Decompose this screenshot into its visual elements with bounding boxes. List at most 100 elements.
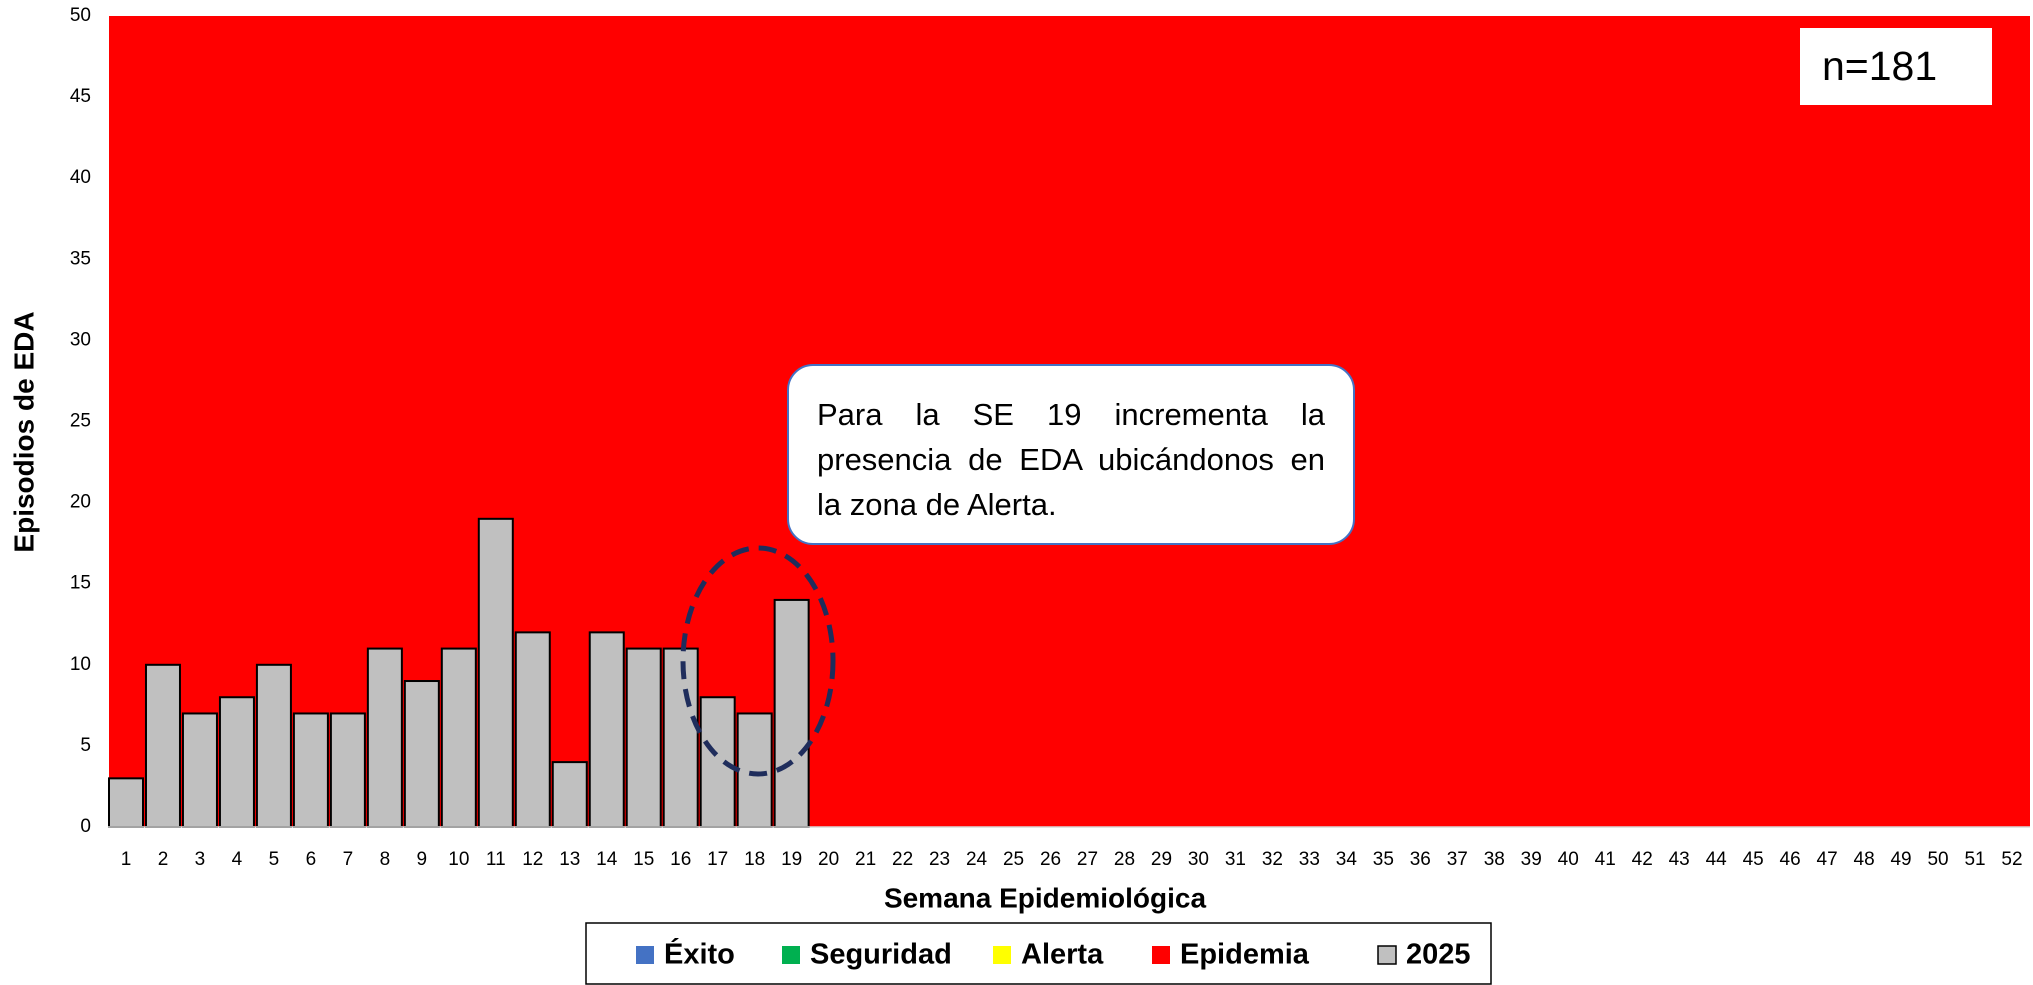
x-tick-label: 45 xyxy=(1743,849,1764,870)
x-axis-title: Semana Epidemiológica xyxy=(884,882,1207,913)
bar xyxy=(625,647,662,829)
y-axis-title: Episodios de EDA xyxy=(8,311,39,552)
x-tick-label: 6 xyxy=(306,849,317,870)
x-tick-label: 13 xyxy=(559,849,580,870)
x-tick-label: 17 xyxy=(707,849,728,870)
x-tick-label: 4 xyxy=(232,849,243,870)
bar xyxy=(366,647,403,829)
bar xyxy=(440,647,477,829)
bar xyxy=(292,712,329,829)
x-tick-label: 15 xyxy=(633,849,654,870)
x-tick-label: 49 xyxy=(1890,849,1911,870)
bar xyxy=(144,663,181,828)
y-tick-label: 50 xyxy=(70,5,91,26)
x-tick-label: 41 xyxy=(1595,849,1616,870)
x-tick-label: 5 xyxy=(269,849,280,870)
callout: Para la SE 19 incrementa la presencia de… xyxy=(787,364,1355,545)
bar xyxy=(403,680,440,829)
x-tick-label: 27 xyxy=(1077,849,1098,870)
legend-swatch xyxy=(636,946,654,964)
y-tick-label: 35 xyxy=(70,248,91,269)
bar xyxy=(588,631,625,828)
bar xyxy=(218,696,255,828)
x-tick-label: 18 xyxy=(744,849,765,870)
x-tick-label: 48 xyxy=(1854,849,1875,870)
bar xyxy=(736,712,773,829)
x-tick-label: 39 xyxy=(1521,849,1542,870)
y-tick-label: 25 xyxy=(70,411,91,432)
y-tick-label: 30 xyxy=(70,329,91,350)
bar xyxy=(514,631,551,828)
x-tick-label: 21 xyxy=(855,849,876,870)
x-tick-label: 7 xyxy=(343,849,354,870)
x-tick-label: 28 xyxy=(1114,849,1135,870)
legend-swatch xyxy=(993,946,1011,964)
x-tick-label: 44 xyxy=(1706,849,1728,870)
legend-label: Seguridad xyxy=(810,939,952,971)
x-tick-label: 1 xyxy=(121,849,132,870)
x-tick-label: 30 xyxy=(1188,849,1209,870)
bar xyxy=(329,712,366,829)
x-tick-label: 32 xyxy=(1262,849,1283,870)
x-tick-label: 11 xyxy=(486,849,506,870)
x-tick-label: 24 xyxy=(966,849,988,870)
x-tick-label: 52 xyxy=(2001,849,2022,870)
legend-label: Epidemia xyxy=(1180,939,1310,971)
y-tick-label: 45 xyxy=(70,86,91,107)
legend-swatch xyxy=(1152,946,1170,964)
x-tick-label: 40 xyxy=(1558,849,1579,870)
legend-label: Alerta xyxy=(1021,939,1104,971)
x-tick-label: 51 xyxy=(1964,849,1985,870)
x-tick-label: 19 xyxy=(781,849,802,870)
x-tick-label: 14 xyxy=(596,849,618,870)
x-tick-label: 16 xyxy=(670,849,691,870)
x-tick-label: 22 xyxy=(892,849,913,870)
bar xyxy=(181,712,218,829)
y-tick-label: 40 xyxy=(70,167,91,188)
y-tick-label: 0 xyxy=(80,816,91,837)
x-tick-label: 3 xyxy=(195,849,206,870)
bar xyxy=(699,696,736,828)
x-tick-label: 38 xyxy=(1484,849,1505,870)
legend-swatch xyxy=(782,946,800,964)
y-tick-label: 20 xyxy=(70,492,91,513)
bar xyxy=(255,663,292,828)
x-tick-label: 12 xyxy=(522,849,543,870)
bar xyxy=(551,761,588,828)
x-tick-label: 9 xyxy=(417,849,428,870)
n-label: n=181 xyxy=(1800,28,1992,105)
legend-swatch xyxy=(1377,945,1397,965)
bar xyxy=(773,598,810,828)
x-tick-label: 37 xyxy=(1447,849,1468,870)
legend: Éxito Seguridad Alerta Epidemia 2025 xyxy=(636,937,1471,971)
x-tick-label: 35 xyxy=(1373,849,1394,870)
x-tick-label: 43 xyxy=(1669,849,1690,870)
x-tick-label: 2 xyxy=(158,849,169,870)
legend-label: Éxito xyxy=(664,937,735,971)
x-tick-label: 23 xyxy=(929,849,950,870)
y-tick-label: 5 xyxy=(80,735,91,756)
x-tick-label: 42 xyxy=(1632,849,1653,870)
x-tick-label: 26 xyxy=(1040,849,1061,870)
bar xyxy=(662,647,699,829)
y-tick-label: 15 xyxy=(70,573,91,594)
x-tick-label: 47 xyxy=(1817,849,1838,870)
x-tick-label: 29 xyxy=(1151,849,1172,870)
x-tick-label: 25 xyxy=(1003,849,1024,870)
x-tick-label: 20 xyxy=(818,849,839,870)
bar xyxy=(477,517,514,828)
x-tick-label: 46 xyxy=(1780,849,1801,870)
legend-box xyxy=(585,922,1492,985)
highlight-ellipse xyxy=(680,545,836,777)
bar xyxy=(108,777,144,829)
x-tick-label: 10 xyxy=(448,849,469,870)
legend-label: 2025 xyxy=(1406,939,1471,971)
x-tick-label: 34 xyxy=(1336,849,1358,870)
x-tick-label: 33 xyxy=(1299,849,1320,870)
x-tick-label: 31 xyxy=(1225,849,1246,870)
x-tick-label: 8 xyxy=(380,849,391,870)
y-tick-label: 10 xyxy=(70,654,91,675)
x-tick-label: 50 xyxy=(1927,849,1948,870)
x-tick-label: 36 xyxy=(1410,849,1431,870)
